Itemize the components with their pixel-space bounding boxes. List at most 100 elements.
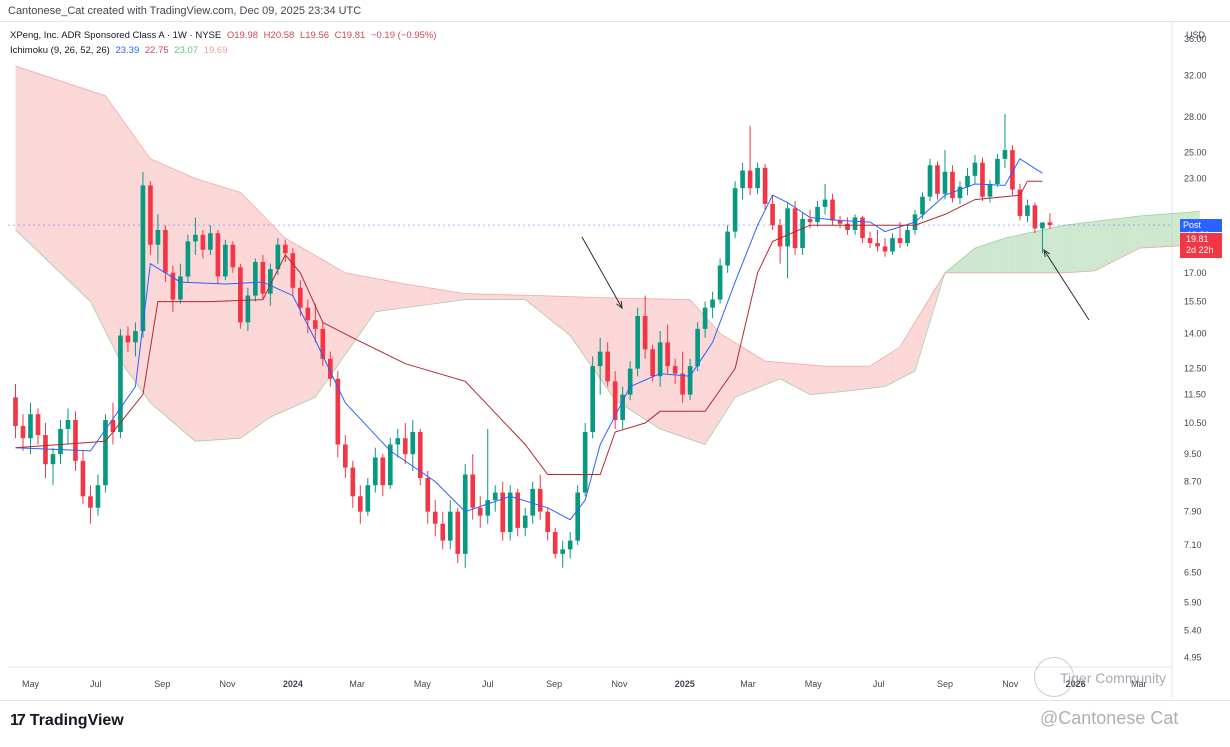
- cloud-segment: [300, 246, 304, 404]
- cloud-segment: [1169, 213, 1174, 247]
- cloud-segment: [1173, 213, 1178, 247]
- cloud-segment: [33, 72, 38, 252]
- candle-body: [245, 295, 251, 323]
- cloud-segment: [1135, 215, 1140, 250]
- candle-body: [890, 238, 895, 252]
- time-tick-label: 2024: [283, 679, 303, 689]
- time-tick-label: Sep: [154, 679, 170, 689]
- cloud-segment: [903, 334, 908, 377]
- cloud-segment: [1072, 223, 1076, 273]
- candle-body: [717, 265, 723, 300]
- candle-body: [170, 272, 176, 300]
- candle-body: [530, 488, 536, 516]
- cloud-segment: [535, 295, 541, 312]
- candle-body: [695, 328, 700, 367]
- cloud-segment: [1087, 221, 1091, 272]
- cloud-segment: [1150, 214, 1155, 248]
- candle-body: [462, 474, 468, 554]
- cloud-segment: [1177, 212, 1181, 246]
- candle-body: [657, 342, 663, 377]
- cloud-segment: [356, 274, 361, 339]
- cloud-segment: [408, 284, 413, 308]
- cloud-segment: [442, 289, 446, 303]
- time-tick-label: May: [805, 679, 823, 689]
- candle-body: [642, 315, 648, 350]
- cloud-segment: [210, 183, 214, 441]
- annotation-arrow-up: [1043, 249, 1090, 321]
- cloud-segment: [1030, 231, 1035, 273]
- price-tick-label: 17.00: [1184, 268, 1207, 278]
- cloud-segment: [588, 297, 593, 368]
- cloud-segment: [678, 299, 683, 437]
- candle-body: [155, 229, 161, 245]
- tradingview-mark-icon: 17: [10, 712, 26, 729]
- cloud-segment: [412, 285, 416, 307]
- candle-body: [395, 438, 401, 445]
- candle-body: [447, 511, 453, 541]
- time-tick-label: Nov: [611, 679, 628, 689]
- cloud-segment: [715, 329, 721, 427]
- cloud-segment: [78, 87, 83, 295]
- candle-body: [178, 276, 183, 300]
- candle-body: [702, 307, 708, 329]
- candle-body: [777, 225, 783, 247]
- cloud-segment: [768, 361, 773, 384]
- cloud-segment: [60, 80, 64, 277]
- cloud-segment: [982, 244, 986, 273]
- cloud-segment: [1008, 236, 1013, 273]
- cloud-segment: [487, 294, 491, 300]
- cloud-segment: [48, 77, 53, 266]
- candle-body: [313, 320, 318, 329]
- candle-body: [515, 492, 521, 528]
- cloud-segment: [948, 266, 953, 273]
- annotation-arrow-up-head: [1043, 248, 1051, 257]
- cloud-segment: [1079, 222, 1084, 272]
- tenkan-line: [15, 158, 1043, 521]
- cloud-segment: [1027, 232, 1031, 273]
- cloud-segment: [112, 106, 117, 354]
- cloud-segment: [974, 246, 979, 273]
- cloud-segment: [795, 363, 799, 389]
- candle-body: [665, 342, 670, 367]
- cloud-segment: [787, 363, 791, 385]
- cloud-segment: [989, 241, 994, 273]
- candle-body: [208, 233, 213, 250]
- candle-body: [290, 253, 296, 288]
- candle-body: [125, 335, 131, 343]
- candle-body: [537, 488, 543, 512]
- cloud-segment: [1113, 218, 1118, 262]
- cloud-segment: [1023, 233, 1028, 273]
- candle-body: [80, 460, 86, 497]
- price-chart[interactable]: 36.00 32.00 28.00 25.00 23.00 17.00 15.50 14.00…: [0, 22, 1230, 700]
- cloud-segment: [1139, 215, 1144, 249]
- cloud-segment: [1120, 217, 1125, 258]
- cloud-segment: [517, 294, 521, 300]
- cloud-segment: [161, 163, 166, 416]
- cloud-segment: [386, 280, 391, 311]
- cloud-segment: [303, 248, 308, 403]
- cloud-segment: [1102, 220, 1106, 268]
- cloud-segment: [450, 291, 454, 302]
- cloud-segment: [870, 363, 874, 389]
- cloud-segment: [251, 203, 256, 431]
- cloud-segment: [97, 93, 102, 324]
- candle-body: [1017, 189, 1023, 216]
- cloud-segment: [333, 266, 338, 371]
- cloud-segment: [855, 366, 859, 391]
- cloud-segment: [187, 175, 192, 439]
- symbol-legend-row[interactable]: XPeng, Inc. ADR Sponsored Class A · 1W ·…: [10, 28, 439, 43]
- time-tick-label: Mar: [349, 679, 365, 689]
- time-tick-label: Sep: [937, 679, 953, 689]
- candle-body: [43, 435, 48, 465]
- top-bar: Cantonese_Cat created with TradingView.c…: [0, 0, 1230, 22]
- ichimoku-legend-row[interactable]: Ichimoku (9, 26, 52, 26) 23.39 22.75 23.…: [10, 43, 439, 58]
- cloud-segment: [1034, 230, 1039, 273]
- price-tick-label: 25.00: [1184, 148, 1207, 158]
- cloud-segment: [423, 286, 428, 306]
- tradingview-logo[interactable]: 17 TradingView: [10, 712, 124, 730]
- cloud-segment: [565, 296, 571, 336]
- low-value: L19.56: [299, 30, 330, 41]
- cloud-segment: [52, 78, 57, 270]
- last-price-value: 19.81: [1186, 234, 1209, 244]
- cloud-segment: [970, 248, 975, 273]
